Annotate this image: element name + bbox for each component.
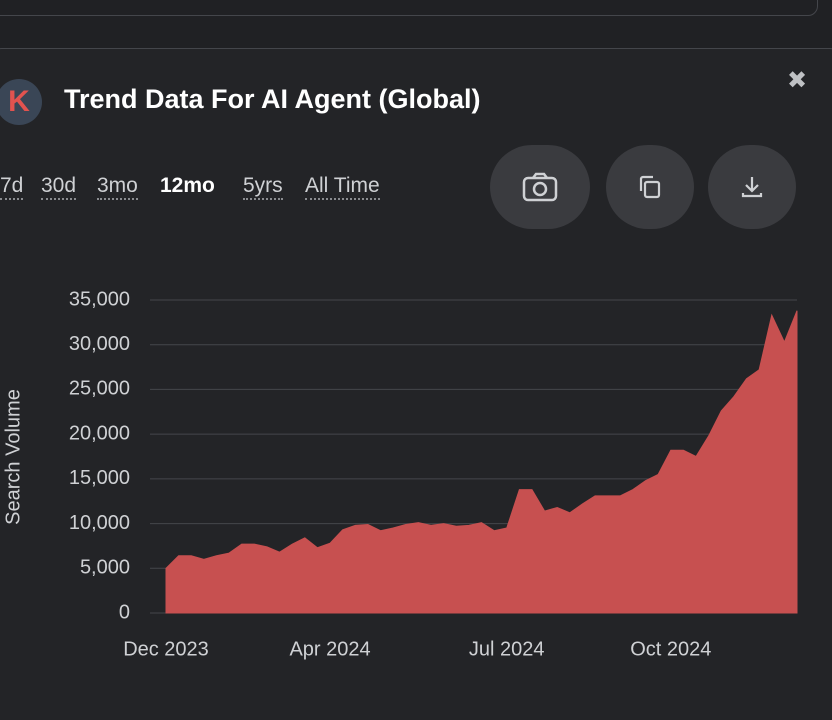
- x-tick-label: Jul 2024: [469, 638, 545, 660]
- area: [165, 310, 798, 614]
- y-tick-label: 10,000: [69, 512, 130, 534]
- copy-button[interactable]: [606, 145, 694, 229]
- camera-icon: [522, 172, 558, 202]
- range-link[interactable]: 5yrs: [243, 174, 283, 200]
- y-axis-label: Search Volume: [2, 389, 24, 525]
- y-tick-label: 35,000: [69, 288, 130, 310]
- panel-title: Trend Data For AI Agent (Global): [64, 84, 481, 114]
- x-tick-label: Apr 2024: [289, 638, 370, 660]
- range-link[interactable]: 7d: [0, 174, 24, 200]
- logo: K: [0, 79, 42, 125]
- x-tick-label: Dec 2023: [123, 638, 209, 660]
- range-link[interactable]: 30d: [41, 174, 77, 200]
- y-tick-label: 0: [119, 601, 130, 623]
- y-tick-label: 20,000: [69, 422, 130, 444]
- y-tick-label: 30,000: [69, 333, 130, 355]
- download-button[interactable]: [708, 145, 796, 229]
- y-tick-label: 5,000: [80, 557, 130, 579]
- range-link[interactable]: All Time: [305, 174, 380, 200]
- download-icon: [741, 177, 763, 198]
- y-tick-label: 15,000: [69, 467, 130, 489]
- close-button[interactable]: ✖: [787, 67, 808, 94]
- copy-icon: [639, 175, 661, 199]
- range-link-selected[interactable]: 12mo: [160, 174, 215, 197]
- screenshot-button[interactable]: [490, 145, 590, 229]
- y-tick-label: 25,000: [69, 378, 130, 400]
- range-link[interactable]: 3mo: [97, 174, 138, 200]
- x-tick-label: Oct 2024: [630, 638, 711, 660]
- previous-card: [0, 0, 818, 16]
